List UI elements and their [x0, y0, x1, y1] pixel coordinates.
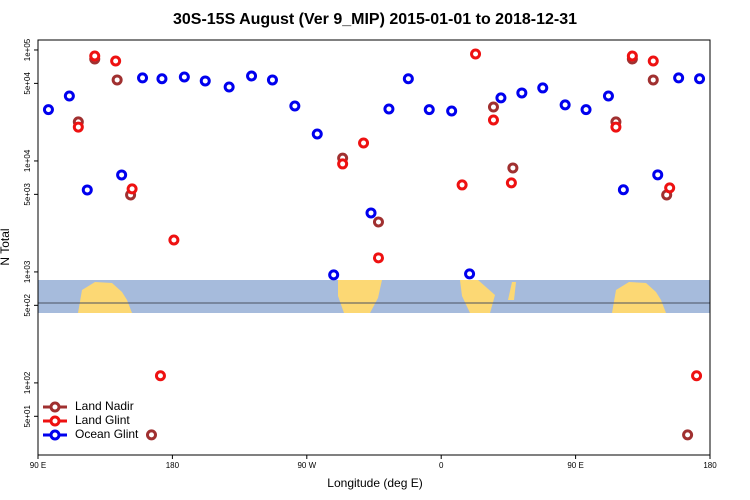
- point: [402, 73, 414, 85]
- point: [372, 216, 384, 228]
- point: [516, 87, 528, 99]
- point: [610, 121, 622, 133]
- point: [647, 74, 659, 86]
- point: [168, 234, 180, 246]
- x-tick-label: 180: [703, 461, 717, 470]
- point: [358, 137, 370, 149]
- point: [580, 104, 592, 116]
- legend-marker: [49, 401, 61, 413]
- legend-label: Land Glint: [75, 413, 130, 427]
- point: [487, 114, 499, 126]
- point: [223, 81, 235, 93]
- point: [63, 90, 75, 102]
- y-tick-label: 5e+02: [23, 294, 32, 317]
- y-tick-label: 1e+04: [23, 149, 32, 172]
- y-tick-label: 1e+03: [23, 260, 32, 283]
- point: [72, 121, 84, 133]
- x-tick-label: 180: [166, 461, 180, 470]
- point: [311, 128, 323, 140]
- y-tick-label: 5e+01: [23, 405, 32, 428]
- point: [673, 72, 685, 84]
- point: [617, 184, 629, 196]
- y-tick-label: 5e+03: [23, 183, 32, 206]
- point: [81, 184, 93, 196]
- plot-frame: [37, 39, 711, 456]
- point: [495, 92, 507, 104]
- point: [602, 90, 614, 102]
- point: [89, 50, 101, 62]
- map-strip: [38, 280, 710, 313]
- point: [199, 75, 211, 87]
- point: [446, 105, 458, 117]
- point: [42, 104, 54, 116]
- point: [154, 370, 166, 382]
- y-tick-label: 1e+02: [23, 371, 32, 394]
- y-tick-label: 1e+05: [23, 38, 32, 61]
- point: [647, 55, 659, 67]
- x-tick-label: 0: [439, 461, 444, 470]
- point: [156, 73, 168, 85]
- point: [328, 269, 340, 281]
- point: [470, 48, 482, 60]
- legend-marker: [49, 415, 61, 427]
- point: [507, 162, 519, 174]
- point: [110, 55, 122, 67]
- x-tick-label: 90 E: [567, 461, 583, 470]
- point: [559, 99, 571, 111]
- point: [626, 50, 638, 62]
- point: [537, 82, 549, 94]
- point: [365, 207, 377, 219]
- legend-label: Ocean Glint: [75, 427, 139, 441]
- point: [423, 104, 435, 116]
- point: [694, 73, 706, 85]
- point: [111, 74, 123, 86]
- point: [464, 268, 476, 280]
- point: [372, 252, 384, 264]
- point: [505, 177, 517, 189]
- point: [126, 183, 138, 195]
- x-axis-label: Longitude (deg E): [327, 476, 422, 490]
- point: [266, 74, 278, 86]
- point: [145, 429, 157, 441]
- point: [289, 100, 301, 112]
- point: [137, 72, 149, 84]
- point: [116, 169, 128, 181]
- point: [456, 179, 468, 191]
- y-axis-label: N Total: [0, 228, 12, 265]
- point: [682, 429, 694, 441]
- legend-label: Land Nadir: [75, 399, 134, 413]
- point: [178, 71, 190, 83]
- x-tick-label: 90 W: [297, 461, 316, 470]
- point: [246, 70, 258, 82]
- point: [652, 169, 664, 181]
- point: [337, 158, 349, 170]
- point: [664, 182, 676, 194]
- point: [691, 370, 703, 382]
- point: [383, 103, 395, 115]
- x-tick-label: 90 E: [30, 461, 46, 470]
- legend-marker: [49, 429, 61, 441]
- y-tick-label: 5e+04: [23, 72, 32, 95]
- point: [487, 101, 499, 113]
- chart-title: 30S-15S August (Ver 9_MIP) 2015-01-01 to…: [173, 11, 577, 28]
